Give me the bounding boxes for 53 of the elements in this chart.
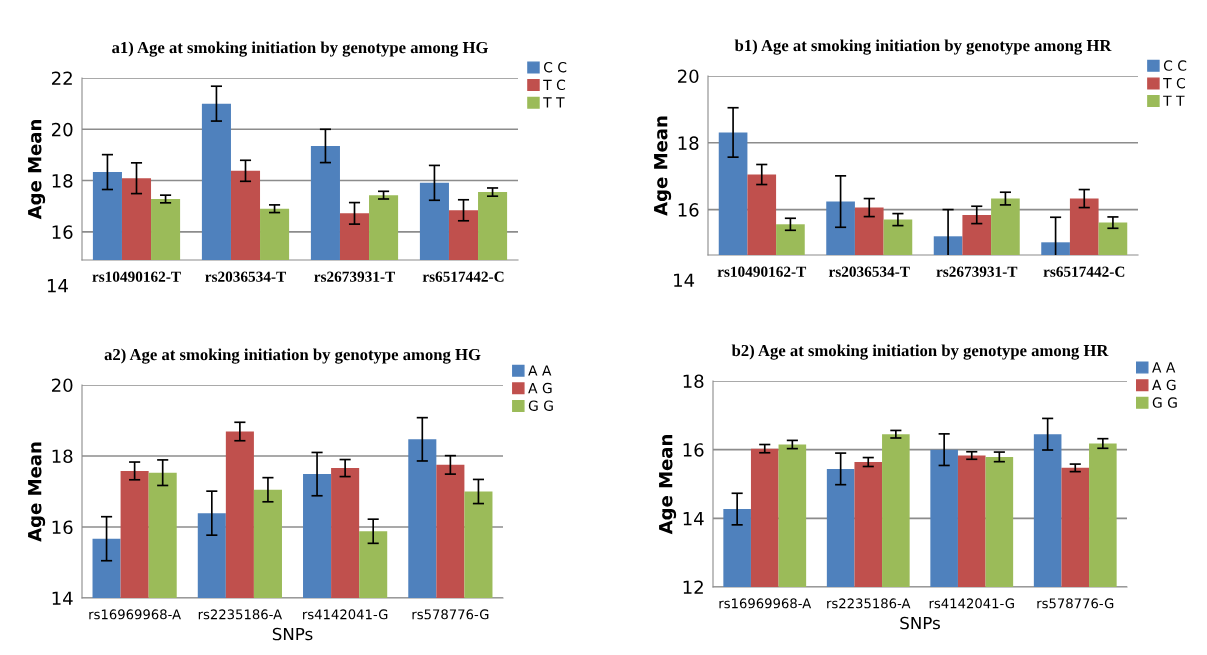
y-tick-label: 18 bbox=[678, 136, 699, 150]
y-tick-label: 16 bbox=[52, 225, 73, 239]
x-tick-label: rs2036534-T bbox=[205, 271, 287, 282]
y-tick-label: 14 bbox=[683, 512, 704, 526]
x-tick-label: rs4142041-G bbox=[303, 609, 388, 620]
x-tick-label: rs578776-G bbox=[412, 609, 489, 620]
x-tick-label: rs4142041-G bbox=[929, 598, 1014, 609]
x-tick-label: rs2673931-T bbox=[314, 271, 396, 282]
x-tick-label: rs578776-G bbox=[1037, 598, 1114, 609]
y-tick-label: 20 bbox=[52, 378, 73, 393]
y-tick-label: 20 bbox=[678, 69, 699, 84]
legend-label: T T bbox=[543, 97, 565, 108]
x-tick-label: rs2673931-T bbox=[936, 266, 1018, 277]
y-tick-label: 18 bbox=[52, 449, 73, 464]
x-tick-label: rs2235186-A bbox=[198, 609, 283, 620]
legend-label: G G bbox=[1152, 397, 1177, 408]
y-tick-label: 18 bbox=[683, 374, 704, 389]
y-axis-title: Age Mean bbox=[28, 120, 46, 220]
y-tick-label: 12 bbox=[683, 580, 703, 594]
legend-label: A G bbox=[1152, 379, 1176, 391]
y-tick-label: 16 bbox=[683, 443, 704, 457]
legend-label: C C bbox=[543, 61, 567, 73]
y-axis-title: Age Mean bbox=[659, 435, 677, 535]
x-tick-label: rs16969968-A bbox=[89, 609, 181, 620]
x-tick-label: rs10490162-T bbox=[92, 271, 181, 282]
x-tick-label: rs6517442-C bbox=[1043, 266, 1125, 277]
y-tick-label: 20 bbox=[52, 122, 73, 137]
x-axis-title: SNPs bbox=[900, 616, 940, 630]
y-tick-label: 14 bbox=[52, 591, 73, 605]
x-tick-label: rs2036534-T bbox=[828, 266, 910, 277]
y-axis-title: Age Mean bbox=[28, 442, 46, 542]
chart-title: b2) Age at smoking initiation by genotype among HR bbox=[731, 344, 1109, 360]
x-tick-label: rs10490162-T bbox=[717, 266, 807, 277]
y-tick-label: 18 bbox=[52, 173, 73, 188]
chart-title: a1) Age at smoking initiation by genotype among HG bbox=[112, 41, 488, 57]
legend-label: T C bbox=[1163, 77, 1185, 89]
x-tick-label: rs6517442-C bbox=[422, 271, 504, 282]
y-tick-label: 16 bbox=[52, 520, 73, 535]
chart-title: a2) Age at smoking initiation by genotype among HG bbox=[104, 348, 481, 364]
legend-label: A A bbox=[1152, 362, 1176, 373]
legend-label: A A bbox=[528, 365, 552, 376]
legend-label: G G bbox=[528, 400, 553, 411]
x-axis-title: SNPs bbox=[272, 627, 313, 641]
x-tick-label: rs16969968-A bbox=[719, 598, 812, 609]
legend-label: C C bbox=[1163, 60, 1187, 71]
y-tick-label: 22 bbox=[52, 71, 72, 85]
chart-title: b1) Age at smoking initiation by genotype among HR bbox=[734, 39, 1112, 55]
y-axis-title: Age Mean bbox=[654, 116, 672, 216]
legend-label: T T bbox=[1163, 95, 1185, 106]
legend-label: T C bbox=[543, 79, 566, 91]
x-tick-label: rs2235186-A bbox=[827, 598, 911, 609]
legend-label: A G bbox=[528, 382, 552, 394]
y-tick-label: 16 bbox=[678, 203, 699, 217]
